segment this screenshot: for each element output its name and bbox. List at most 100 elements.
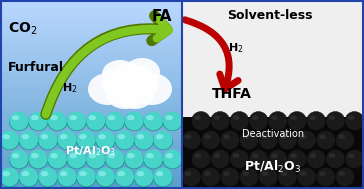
Ellipse shape [60, 134, 68, 139]
Ellipse shape [48, 112, 67, 130]
Ellipse shape [28, 151, 48, 169]
Text: Solvent-less: Solvent-less [227, 9, 313, 22]
Ellipse shape [98, 134, 106, 139]
Ellipse shape [281, 134, 288, 139]
Ellipse shape [77, 167, 96, 187]
Ellipse shape [132, 73, 172, 105]
Ellipse shape [309, 153, 316, 158]
Ellipse shape [57, 132, 77, 150]
Bar [0, 98, 182, 101]
Ellipse shape [67, 151, 87, 169]
Ellipse shape [316, 167, 335, 187]
Ellipse shape [117, 83, 153, 109]
Ellipse shape [300, 171, 306, 176]
Bar [0, 167, 182, 170]
Ellipse shape [31, 115, 39, 120]
Ellipse shape [86, 149, 105, 169]
Ellipse shape [154, 167, 173, 187]
Bar [0, 85, 182, 88]
Bar [0, 139, 182, 142]
Bar [0, 104, 182, 107]
Ellipse shape [3, 171, 10, 176]
Bar [0, 145, 182, 148]
Ellipse shape [220, 167, 240, 187]
Bar [0, 148, 182, 151]
Ellipse shape [107, 83, 143, 109]
Bar [182, 0, 364, 189]
Bar [0, 0, 182, 3]
Ellipse shape [67, 149, 86, 169]
Bar [0, 3, 182, 6]
Ellipse shape [50, 153, 58, 158]
Ellipse shape [105, 113, 125, 131]
Ellipse shape [230, 112, 249, 130]
Ellipse shape [88, 73, 128, 105]
Ellipse shape [204, 171, 211, 176]
Ellipse shape [191, 112, 210, 130]
Ellipse shape [233, 153, 240, 158]
Ellipse shape [31, 153, 39, 158]
Ellipse shape [106, 112, 124, 130]
Ellipse shape [29, 149, 48, 169]
Ellipse shape [211, 149, 230, 169]
Ellipse shape [214, 153, 220, 158]
Ellipse shape [144, 112, 163, 130]
Text: Furfural: Furfural [8, 61, 64, 74]
Ellipse shape [0, 132, 20, 150]
Ellipse shape [271, 153, 278, 158]
Ellipse shape [77, 130, 96, 149]
Ellipse shape [47, 113, 67, 131]
Ellipse shape [47, 151, 67, 169]
Bar [0, 101, 182, 104]
Ellipse shape [204, 134, 211, 139]
Ellipse shape [329, 153, 335, 158]
FancyArrowPatch shape [46, 16, 167, 114]
Ellipse shape [326, 149, 345, 169]
Bar [0, 129, 182, 132]
Bar [0, 53, 182, 57]
Bar [0, 66, 182, 69]
Bar [0, 183, 182, 186]
Bar [0, 25, 182, 28]
Ellipse shape [268, 112, 287, 130]
Ellipse shape [12, 153, 20, 158]
Ellipse shape [306, 112, 326, 130]
Ellipse shape [220, 130, 240, 149]
Ellipse shape [242, 134, 249, 139]
Ellipse shape [127, 115, 135, 120]
Ellipse shape [29, 112, 48, 130]
Ellipse shape [9, 149, 28, 169]
Bar [0, 72, 182, 76]
Bar [0, 123, 182, 126]
Ellipse shape [252, 115, 258, 120]
Ellipse shape [288, 112, 306, 130]
FancyArrowPatch shape [185, 20, 238, 89]
Ellipse shape [191, 149, 210, 169]
Ellipse shape [300, 134, 306, 139]
Ellipse shape [96, 167, 115, 187]
Ellipse shape [67, 112, 86, 130]
Ellipse shape [124, 149, 144, 169]
Ellipse shape [137, 171, 144, 176]
Bar [0, 154, 182, 157]
Bar [0, 22, 182, 25]
Ellipse shape [249, 149, 268, 169]
Ellipse shape [223, 171, 230, 176]
Ellipse shape [12, 115, 20, 120]
Ellipse shape [326, 112, 345, 130]
Bar [0, 180, 182, 183]
Bar [0, 47, 182, 50]
Bar [0, 170, 182, 173]
Ellipse shape [345, 112, 364, 130]
Ellipse shape [19, 130, 38, 149]
Ellipse shape [146, 153, 154, 158]
Ellipse shape [38, 132, 58, 150]
Bar [0, 63, 182, 66]
Ellipse shape [0, 169, 20, 187]
Ellipse shape [163, 112, 182, 130]
Ellipse shape [50, 115, 58, 120]
Ellipse shape [57, 169, 77, 187]
Ellipse shape [297, 130, 316, 149]
Ellipse shape [19, 167, 38, 187]
Ellipse shape [108, 115, 115, 120]
